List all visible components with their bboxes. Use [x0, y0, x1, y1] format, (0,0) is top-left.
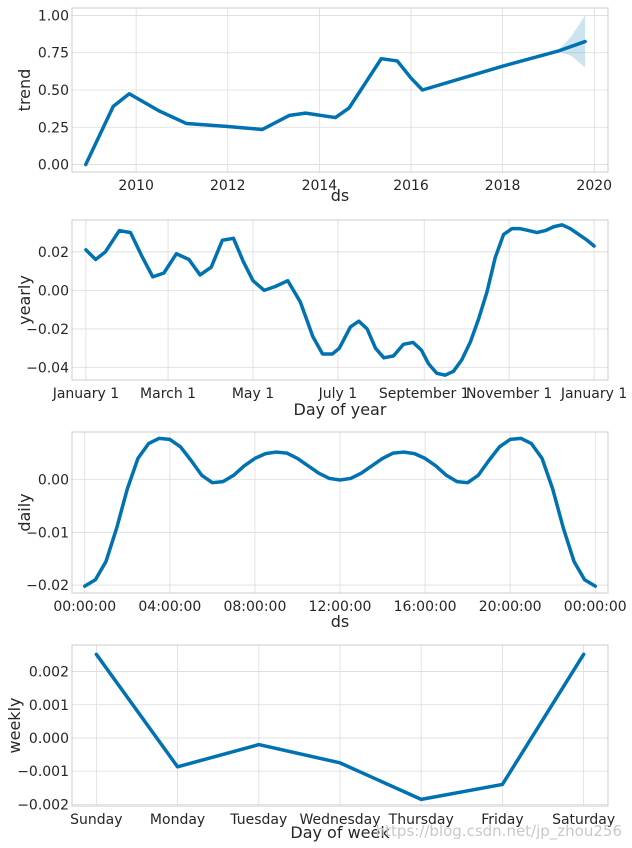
yearly-x-tick-label: March 1: [140, 386, 196, 402]
weekly-panel: Sunday Monday Tuesday Wednesday Thursday Frid…: [5, 644, 615, 842]
trend-axes-frame: [71, 7, 609, 173]
weekly-y-tick-label: 0.001: [29, 698, 69, 714]
yearly-y-axis-label: yearly: [15, 275, 34, 325]
trend-uncertainty-band: [557, 15, 586, 68]
trend-x-tick-label: 2018: [485, 178, 521, 194]
weekly-x-tick-label: Thursday: [388, 812, 454, 828]
trend-y-tick-label: 1.00: [38, 8, 69, 24]
weekly-y-tick-label: 0.002: [29, 665, 69, 681]
yearly-axes-frame: [71, 219, 609, 381]
trend-line: [83, 39, 587, 167]
trend-y-tick-label: 0.50: [38, 83, 69, 99]
weekly-x-tick-label: Friday: [481, 812, 523, 828]
daily-x-tick-label: 12:00:00: [309, 599, 372, 615]
trend-y-tick-label: 0.75: [38, 46, 69, 62]
yearly-x-tick-label: July 1: [318, 386, 358, 402]
daily-x-tick-label: 00:00:00: [564, 599, 627, 615]
yearly-y-tick-label: 0.02: [38, 245, 69, 261]
yearly-x-tick-label: January 1: [560, 386, 627, 402]
trend-x-tick-label: 2016: [393, 178, 429, 194]
daily-x-tick-label: 16:00:00: [394, 599, 457, 615]
yearly-x-tick-label: May 1: [232, 386, 274, 402]
trend-x-tick-label: 2020: [576, 178, 612, 194]
trend-x-axis-label: ds: [331, 186, 350, 205]
yearly-x-axis-label: Day of year: [294, 400, 387, 419]
daily-panel: 00:00:00 04:00:00 08:00:00 12:00:00 16:00:00…: [15, 431, 627, 631]
trend-panel: 2010 2012 2014 2016 2018 2020 0.00 0.25 0.50 0.75…: [15, 7, 612, 205]
weekly-y-tick-label: −0.001: [17, 764, 69, 780]
yearly-y-tick-label: −0.02: [26, 322, 69, 338]
daily-axes-frame: [71, 431, 609, 594]
daily-x-axis-label: ds: [331, 612, 350, 631]
trend-y-tick-label: 0.00: [38, 158, 69, 174]
yearly-y-tick-label: 0.00: [38, 283, 69, 299]
daily-x-tick-label: 00:00:00: [53, 599, 116, 615]
trend-y-axis-label: trend: [15, 69, 34, 112]
daily-x-tick-label: 08:00:00: [223, 599, 286, 615]
weekly-axes-frame: [71, 644, 609, 807]
trend-x-tick-label: 2010: [118, 178, 154, 194]
trend-x-tick-label: 2012: [210, 178, 246, 194]
trend-y-tick-label: 0.25: [38, 120, 69, 136]
yearly-x-tick-label: September 1: [379, 386, 470, 402]
weekly-line: [94, 652, 586, 802]
yearly-line: [84, 223, 596, 377]
daily-x-tick-label: 20:00:00: [479, 599, 542, 615]
yearly-y-tick-label: −0.04: [26, 360, 69, 376]
daily-y-tick-label: −0.01: [26, 525, 69, 541]
weekly-x-tick-label: Wednesday: [299, 812, 380, 828]
daily-x-tick-label: 04:00:00: [138, 599, 201, 615]
weekly-x-tick-label: Monday: [150, 812, 205, 828]
yearly-x-tick-label: January 1: [52, 386, 119, 402]
weekly-y-tick-label: −0.002: [17, 797, 69, 813]
daily-y-axis-label: daily: [15, 493, 34, 531]
weekly-x-tick-label: Tuesday: [229, 812, 287, 828]
weekly-x-axis-label: Day of week: [290, 823, 390, 842]
daily-y-tick-label: 0.00: [38, 473, 69, 489]
watermark-text: https://blog.csdn.net/jp_zhou256: [376, 822, 622, 841]
weekly-x-tick-label: Sunday: [70, 812, 122, 828]
yearly-panel: January 1 March 1 May 1 July 1 September 1No…: [15, 219, 627, 419]
trend-x-tick-label: 2014: [302, 178, 338, 194]
daily-y-tick-label: −0.02: [26, 578, 69, 594]
weekly-y-axis-label: weekly: [5, 698, 24, 754]
yearly-x-tick-label: November 1: [466, 386, 552, 402]
weekly-x-tick-label: Saturday: [552, 812, 615, 828]
weekly-y-tick-label: 0.000: [29, 731, 69, 747]
daily-line: [83, 436, 597, 588]
